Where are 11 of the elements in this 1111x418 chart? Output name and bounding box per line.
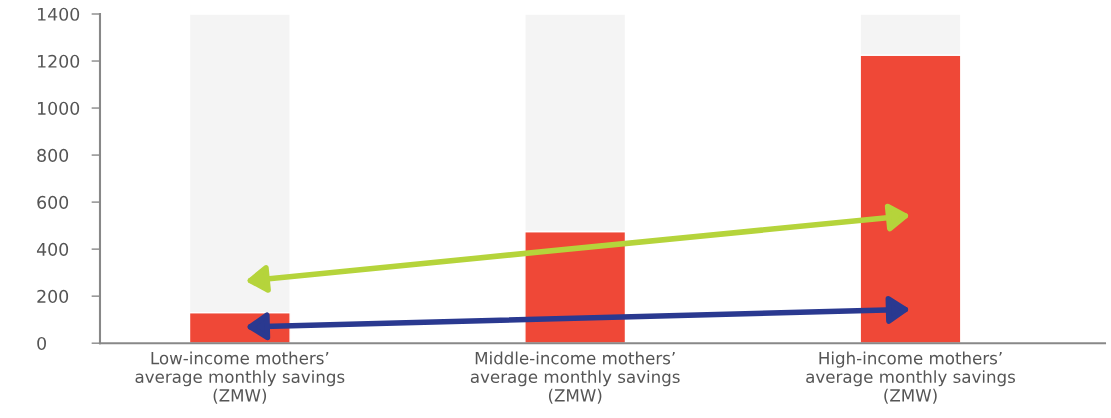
y-tick-label: 600 [37, 195, 69, 209]
x-tick-label: Low-income mothers’ average monthly savings (ZMW) [135, 351, 345, 404]
y-tick-label: 1200 [38, 54, 80, 68]
y-tick-label: 1000 [38, 101, 80, 115]
y-tick-label: 400 [36, 242, 69, 256]
y-tick-label: 1400 [38, 7, 80, 21]
y-tick-label: 0 [37, 336, 46, 351]
x-tick-label: Middle-income mothers’ average monthly savings (ZMW) [470, 351, 680, 404]
y-tick-label: 200 [37, 289, 69, 303]
y-tick-label: 800 [37, 148, 69, 162]
x-tick-label: High-income mothers’ average monthly savings (ZMW) [806, 351, 1015, 404]
